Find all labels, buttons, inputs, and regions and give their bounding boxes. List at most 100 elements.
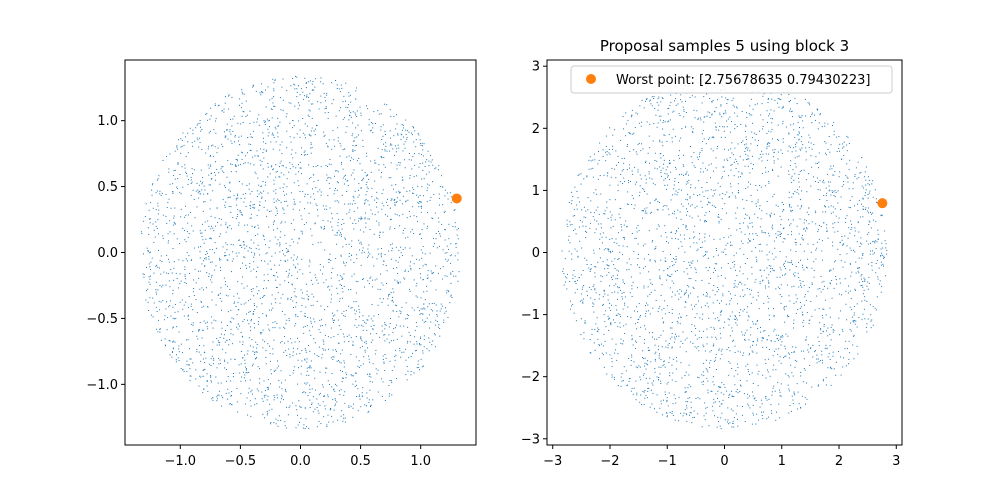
right-sample-point (629, 132, 631, 134)
left-sample-point (252, 346, 254, 348)
left-sample-point (261, 196, 263, 198)
right-sample-point (714, 401, 716, 403)
left-sample-point (218, 390, 220, 392)
right-sample-point (817, 167, 819, 169)
right-sample-point (598, 151, 600, 153)
right-sample-point (623, 366, 625, 368)
left-sample-point (241, 151, 243, 153)
left-sample-point (334, 190, 336, 192)
left-sample-point (334, 314, 336, 316)
left-sample-point (255, 173, 257, 175)
left-sample-point (389, 379, 391, 381)
left-sample-point (227, 259, 229, 261)
left-sample-point (160, 194, 162, 196)
left-sample-point (398, 316, 400, 318)
right-sample-point (851, 227, 853, 229)
left-sample-point (411, 255, 413, 257)
left-sample-point (274, 275, 276, 277)
left-sample-point (410, 269, 412, 271)
right-sample-point (758, 140, 759, 142)
left-sample-point (261, 398, 263, 400)
left-sample-point (195, 299, 197, 301)
left-sample-point (235, 165, 237, 167)
left-sample-point (388, 342, 390, 344)
left-sample-point (294, 295, 296, 297)
right-sample-point (622, 254, 624, 256)
left-sample-point (458, 271, 460, 273)
left-sample-point (372, 123, 374, 125)
left-sample-point (352, 122, 354, 124)
left-sample-point (219, 336, 221, 338)
right-sample-point (804, 294, 806, 296)
left-sample-point (286, 186, 288, 188)
right-sample-point (815, 212, 817, 214)
right-sample-point (741, 331, 743, 333)
left-sample-point (409, 290, 411, 292)
right-sample-point (777, 175, 779, 177)
left-sample-point (360, 112, 362, 114)
left-sample-point (332, 359, 334, 361)
right-sample-point (708, 317, 710, 319)
right-sample-point (606, 154, 608, 156)
left-sample-point (225, 352, 227, 354)
right-sample-point (802, 144, 804, 146)
left-sample-point (214, 242, 216, 244)
right-sample-point (617, 298, 618, 300)
left-sample-point (276, 212, 278, 214)
left-sample-point (253, 268, 255, 270)
left-sample-point (285, 200, 287, 202)
left-sample-point (152, 207, 154, 209)
right-sample-point (726, 103, 728, 104)
left-sample-point (233, 295, 235, 297)
left-sample-point (236, 388, 238, 390)
right-sample-point (635, 112, 637, 114)
left-sample-point (400, 311, 402, 313)
left-sample-point (409, 190, 411, 192)
left-sample-point (190, 358, 192, 360)
left-sample-point (142, 273, 144, 275)
right-sample-point (752, 351, 754, 353)
left-sample-point (259, 378, 261, 380)
left-sample-point (262, 347, 264, 349)
left-sample-point (455, 275, 457, 277)
left-sample-point (293, 307, 295, 309)
right-sample-point (711, 390, 713, 392)
right-sample-point (695, 328, 697, 330)
left-sample-point (276, 227, 278, 229)
left-sample-point (157, 202, 159, 204)
left-sample-point (356, 136, 358, 138)
right-sample-point (672, 358, 674, 360)
left-sample-point (377, 211, 379, 213)
right-sample-point (605, 135, 607, 137)
right-sample-point (612, 225, 614, 227)
right-sample-point (627, 384, 629, 386)
left-sample-point (449, 255, 451, 257)
left-sample-point (191, 323, 193, 325)
right-sample-point (847, 181, 849, 183)
left-sample-point (279, 149, 281, 151)
left-sample-point (297, 316, 299, 317)
left-sample-point (373, 233, 375, 235)
left-sample-point (384, 400, 386, 402)
right-sample-point (636, 328, 638, 330)
right-sample-point (636, 264, 638, 266)
right-sample-point (666, 412, 668, 414)
right-sample-point (681, 128, 683, 130)
left-sample-point (161, 286, 163, 288)
right-sample-point (805, 147, 807, 149)
left-sample-point (335, 403, 337, 405)
left-sample-point (244, 256, 246, 258)
left-sample-point (414, 329, 416, 331)
right-sample-point (749, 183, 751, 185)
left-sample-point (215, 225, 217, 227)
left-sample-point (339, 393, 341, 395)
left-sample-point (320, 191, 322, 193)
right-sample-point (791, 234, 793, 236)
right-sample-point (714, 294, 716, 296)
left-sample-point (214, 174, 216, 176)
left-sample-point (186, 364, 188, 366)
left-sample-point (330, 177, 332, 179)
right-sample-point (792, 219, 794, 221)
left-sample-point (228, 205, 230, 207)
left-sample-point (416, 282, 418, 284)
